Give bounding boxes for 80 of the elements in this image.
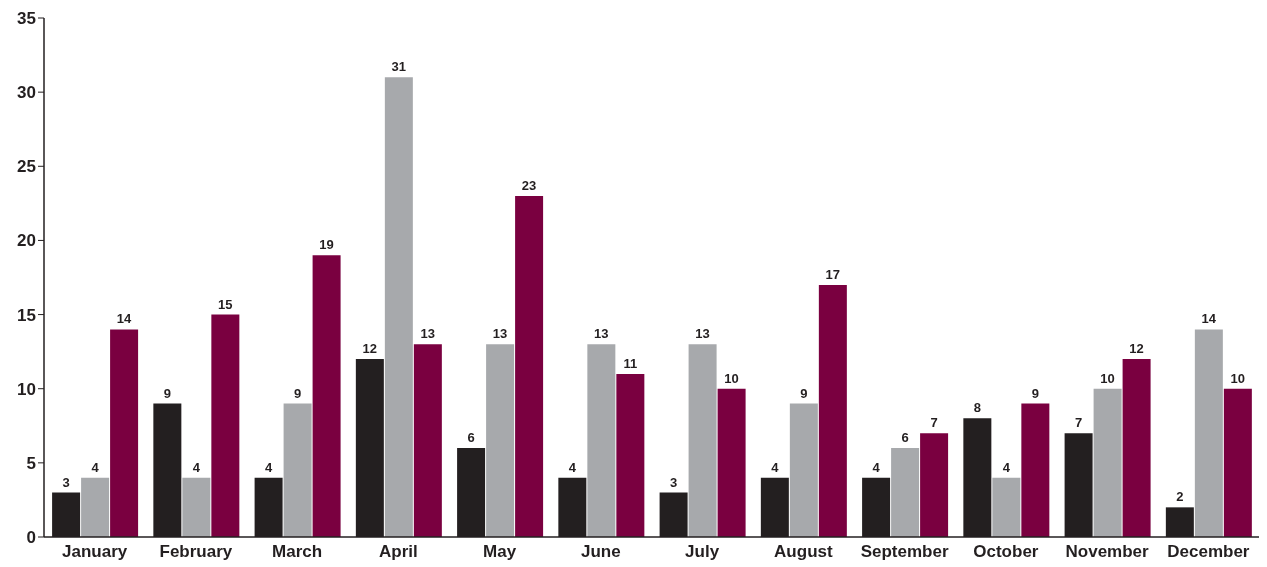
data-label: 17 — [825, 266, 841, 282]
x-tick-label: October — [973, 542, 1039, 562]
data-label: 13 — [420, 326, 436, 342]
data-label: 4 — [568, 459, 577, 475]
data-label: 19 — [319, 237, 334, 253]
bar — [1194, 329, 1223, 537]
bar — [992, 477, 1021, 537]
data-label: 3 — [62, 474, 70, 490]
x-tick-label: September — [860, 542, 949, 562]
data-label: 9 — [163, 385, 171, 401]
x-tick-label: November — [1065, 542, 1150, 562]
data-label: 12 — [1129, 341, 1144, 357]
bar — [1122, 359, 1151, 537]
bar — [688, 344, 717, 537]
bar — [81, 477, 110, 537]
data-label: 10 — [1230, 370, 1246, 386]
x-tick-label: July — [685, 542, 720, 562]
data-label: 2 — [1176, 489, 1184, 505]
data-label: 9 — [1031, 385, 1039, 401]
data-label: 4 — [771, 459, 780, 475]
data-label: 13 — [594, 326, 609, 342]
data-label: 4 — [91, 459, 100, 475]
bar — [283, 403, 312, 537]
data-label: 14 — [116, 311, 133, 327]
y-tick-label: 35 — [17, 9, 36, 29]
bar — [789, 403, 818, 537]
data-label: 23 — [521, 177, 537, 193]
y-tick-label: 20 — [17, 231, 36, 251]
data-label: 7 — [1074, 415, 1083, 431]
data-label: 13 — [492, 326, 508, 342]
bar — [717, 388, 746, 537]
bar — [384, 77, 413, 537]
data-label: 14 — [1201, 311, 1217, 327]
data-label: 4 — [264, 459, 273, 475]
bar — [587, 344, 616, 537]
data-label: 7 — [930, 415, 938, 431]
x-tick-label: December — [1167, 542, 1250, 562]
data-label: 3 — [669, 474, 678, 490]
y-tick-label: 5 — [26, 453, 36, 473]
data-label: 4 — [192, 459, 201, 475]
data-label: 11 — [623, 355, 638, 371]
data-label: 12 — [362, 341, 378, 357]
bar — [891, 448, 920, 537]
bar — [413, 344, 442, 537]
bar — [1093, 388, 1122, 537]
bar — [182, 477, 211, 537]
bar — [515, 195, 544, 537]
data-label: 13 — [695, 326, 710, 342]
data-label: 8 — [973, 400, 981, 416]
y-tick-label: 30 — [17, 83, 36, 103]
data-label: 4 — [872, 459, 881, 475]
bar — [486, 344, 515, 537]
data-label: 6 — [901, 430, 909, 446]
x-tick-label: February — [159, 542, 233, 562]
y-tick-label: 0 — [26, 528, 36, 548]
x-tick-label: January — [62, 542, 128, 562]
data-label: 10 — [1100, 370, 1115, 386]
data-label: 15 — [218, 296, 233, 312]
data-label: 6 — [467, 430, 475, 446]
data-label: 4 — [1002, 459, 1011, 475]
bar — [312, 255, 341, 537]
bar — [616, 373, 645, 537]
y-tick-label: 10 — [17, 379, 36, 399]
bar — [818, 284, 847, 537]
x-tick-label: August — [774, 542, 833, 562]
data-label: 9 — [800, 385, 808, 401]
data-label: 10 — [724, 370, 739, 386]
x-tick-label: June — [581, 542, 621, 562]
x-tick-label: May — [483, 542, 517, 562]
y-tick-label: 25 — [17, 157, 36, 177]
bar — [1021, 403, 1050, 537]
data-label: 9 — [293, 385, 302, 401]
bar — [110, 329, 139, 537]
y-tick-label: 15 — [17, 305, 36, 325]
bar — [211, 314, 240, 537]
x-tick-label: April — [379, 542, 418, 562]
bar — [1223, 388, 1252, 537]
data-label: 31 — [391, 59, 407, 75]
bar — [920, 433, 949, 537]
x-tick-label: March — [272, 542, 323, 562]
